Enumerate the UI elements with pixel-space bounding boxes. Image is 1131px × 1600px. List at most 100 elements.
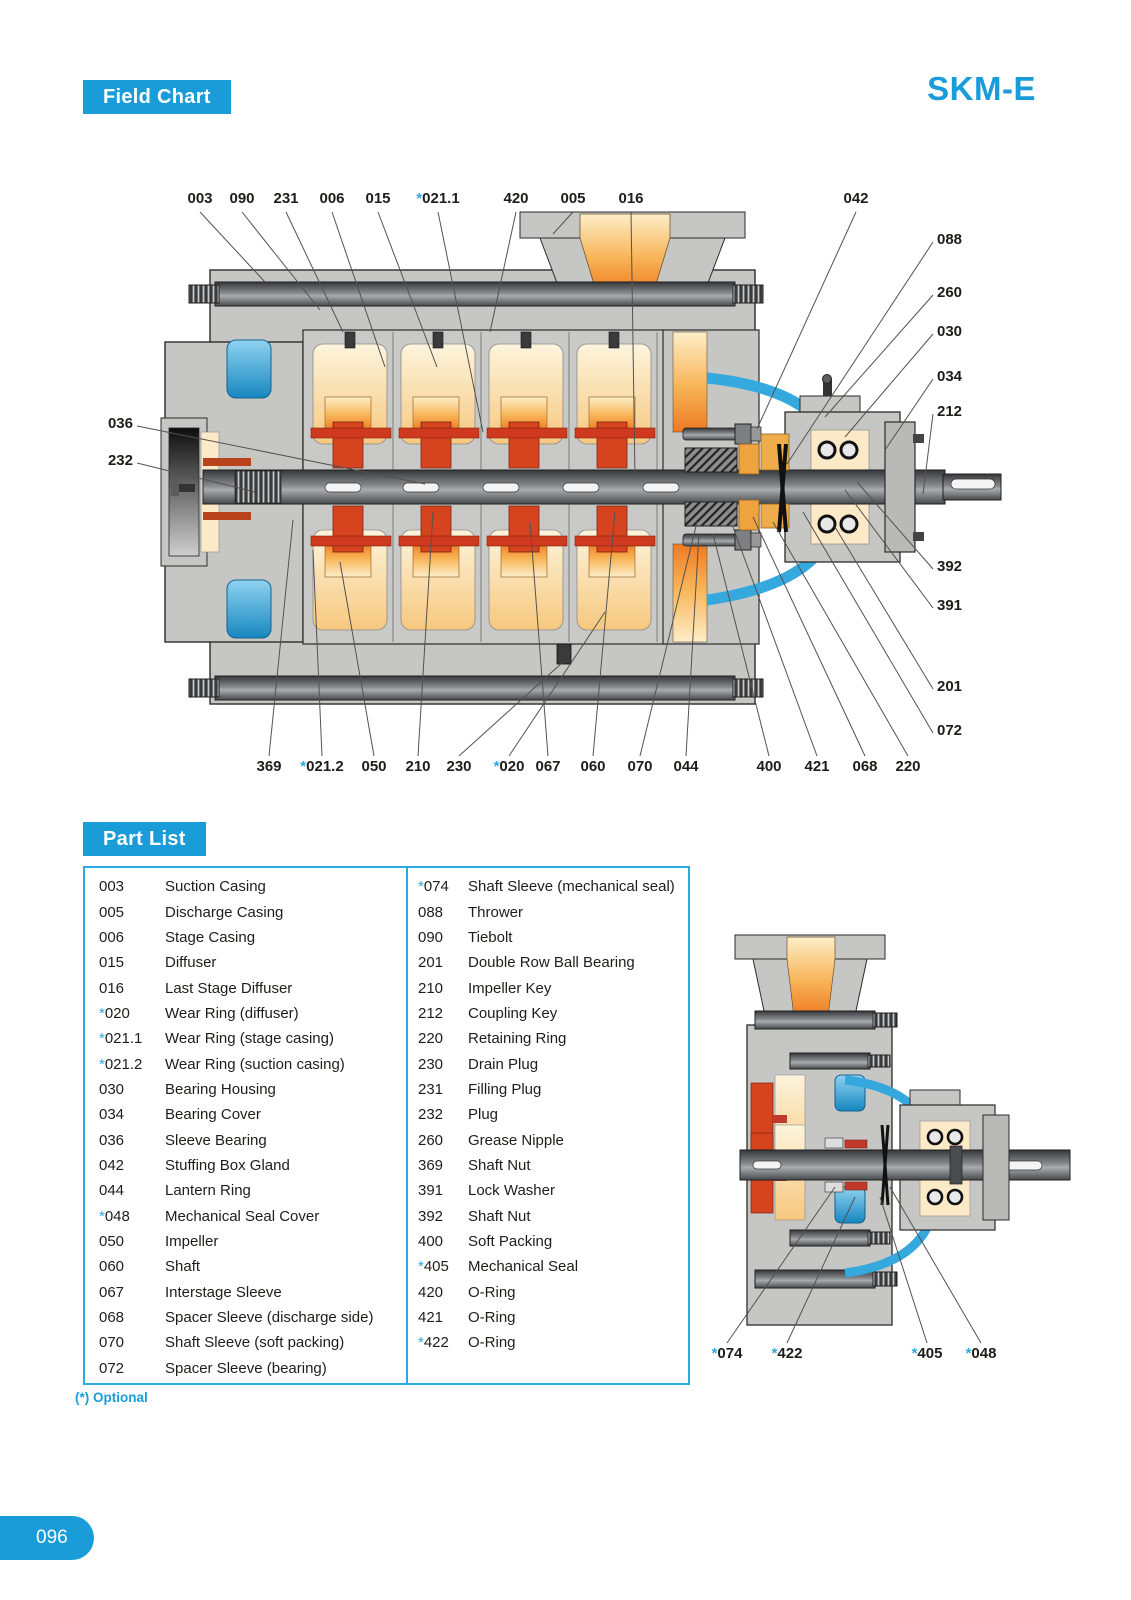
callout-label: 015 [365,190,391,207]
callout-label: 232 [107,452,133,469]
part-name: Last Stage Diffuser [165,979,293,997]
ball-bearing [817,440,859,534]
part-row: 016 Last Stage Diffuser [99,975,406,1000]
part-name: Impeller [165,1232,219,1250]
callout-label: 400 [756,758,782,775]
part-row: 050 Impeller [99,1229,406,1254]
detail-bolts [754,1010,898,1289]
callout-label: 003 [187,190,213,207]
part-name: Suction Casing [165,878,266,896]
part-code: 042 [99,1156,125,1174]
part-code: 015 [99,954,125,972]
callout-label: 260 [937,284,963,301]
part-list-column-right: *074 Shaft Sleeve (mechanical seal) 088 Thr… [406,868,688,1383]
detail-impeller [750,1074,806,1221]
callout-label: 036 [107,415,133,432]
part-code: 003 [99,878,125,896]
part-code: 072 [99,1359,125,1377]
detail-thrower [880,1124,890,1206]
callout-label: 201 [937,678,963,695]
part-code: 060 [99,1258,125,1276]
part-row: 003 Suction Casing [99,874,406,899]
part-code: 420 [418,1283,444,1301]
part-name: Stuffing Box Gland [165,1156,290,1174]
part-row: 400 Soft Packing [418,1229,688,1254]
part-code: *405 [418,1258,449,1276]
part-name: Shaft [165,1258,201,1276]
part-code: 068 [99,1309,125,1327]
part-code: *021.2 [99,1055,143,1073]
callout-label: 016 [618,190,644,207]
part-name: Lock Washer [468,1182,555,1200]
part-code: 030 [99,1080,125,1098]
part-code: *422 [418,1334,449,1352]
callout-label: 391 [937,597,963,614]
part-row: *405 Mechanical Seal [418,1254,688,1279]
part-name: O-Ring [468,1309,516,1327]
part-code: 201 [418,954,444,972]
callout-label: 030 [937,323,963,340]
callout-label: 230 [446,758,472,775]
part-row: 201 Double Row Ball Bearing [418,950,688,975]
part-code: 210 [418,979,444,997]
thrower [777,443,788,533]
part-name: Double Row Ball Bearing [468,954,635,972]
part-name: O-Ring [468,1283,516,1301]
sleeve-bearing-2 [203,512,251,520]
part-code: 260 [418,1131,444,1149]
part-name: Diffuser [165,954,217,972]
part-row: 036 Sleeve Bearing [99,1127,406,1152]
callout-label: 034 [937,368,963,385]
callout-label: 067 [535,758,561,775]
soft-packing-top [684,447,738,473]
callout-label: 212 [937,403,963,420]
part-code: 044 [99,1182,125,1200]
part-code: 220 [418,1030,444,1048]
part-name: Shaft Sleeve (soft packing) [165,1334,345,1352]
callout-label: 369 [256,758,282,775]
optional-note: (*) Optional [75,1390,148,1405]
part-name: Shaft Nut [468,1207,531,1225]
callout-label: 006 [319,190,345,207]
part-code: *074 [418,878,449,896]
part-row: *422 O-Ring [418,1330,688,1355]
part-row: 072 Spacer Sleeve (bearing) [99,1356,406,1381]
part-code: *021.1 [99,1030,143,1048]
part-row: 005 Discharge Casing [99,899,406,924]
detail-drawing [726,934,1071,1344]
pump-cross-section-diagram: 003 090 231 006 015 *021.1 420 005 016 042 088 260 0… [85,182,1005,782]
part-row: *020 Wear Ring (diffuser) [99,1001,406,1026]
part-name: Sleeve Bearing [165,1131,267,1149]
part-row: 070 Shaft Sleeve (soft packing) [99,1330,406,1355]
callout-label: *074 [711,1345,743,1362]
tiebolt-bottom [188,675,764,701]
part-name: Drain Plug [468,1055,539,1073]
part-row: 060 Shaft [99,1254,406,1279]
part-code: 090 [418,928,444,946]
part-code: 036 [99,1131,125,1149]
callout-label: 210 [405,758,431,775]
soft-packing-bottom [684,501,738,527]
part-name: Shaft Sleeve (mechanical seal) [468,878,675,896]
part-name: Retaining Ring [468,1030,567,1048]
part-code: 421 [418,1309,444,1327]
part-list-column-left: 003 Suction Casing 005 Discharge Casing 006 S… [85,868,406,1383]
part-code: 070 [99,1334,125,1352]
part-code: 067 [99,1283,125,1301]
part-name: Tiebolt [468,928,513,946]
page-number: 096 [36,1527,68,1548]
part-row: 232 Plug [418,1102,688,1127]
detail-bearing-cover [982,1114,1010,1221]
callout-label: 090 [229,190,255,207]
part-code: *020 [99,1004,130,1022]
callout-label: 044 [673,758,699,775]
part-row: 006 Stage Casing [99,925,406,950]
detail-ball-bearing [926,1128,964,1206]
part-row: 044 Lantern Ring [99,1178,406,1203]
callout-label: 042 [843,190,869,207]
part-code: 392 [418,1207,444,1225]
part-code: *048 [99,1207,130,1225]
part-code: 005 [99,903,125,921]
tiebolt-top [188,281,764,307]
